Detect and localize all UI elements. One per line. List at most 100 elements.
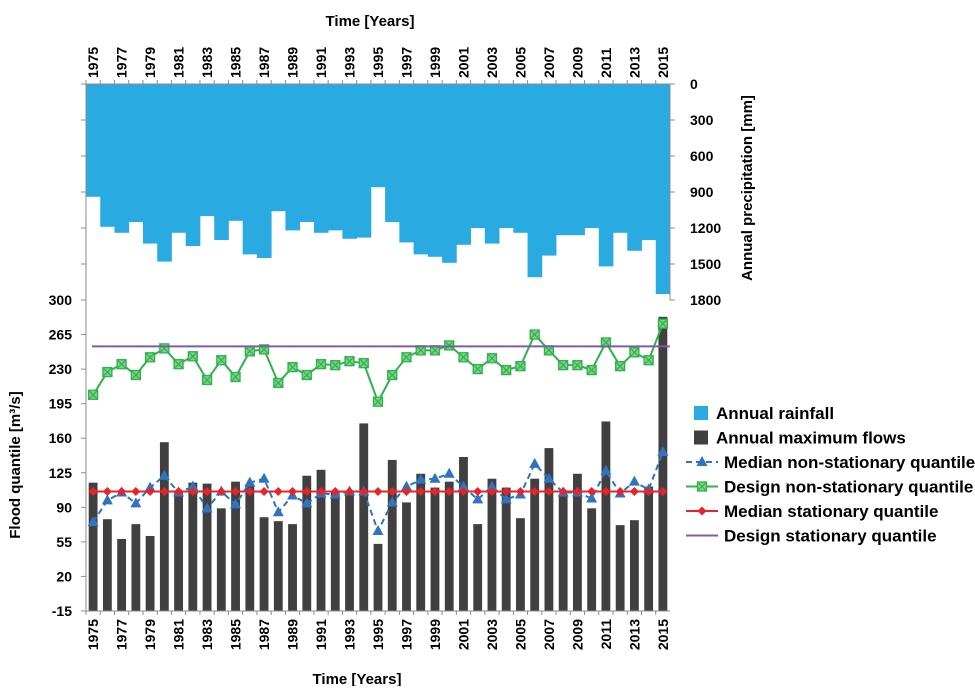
left-tick-label-20: 20 [56,568,72,584]
median-non-stationary-quantile-point-2004 [500,493,512,504]
flow-bar-1993 [345,491,354,611]
x-tick-label-bottom-1987: 1987 [256,619,272,650]
rainfall-bar-1990 [299,84,315,222]
x-tick-label-bottom-1999: 1999 [427,619,443,650]
design-non-stationary-quantile-point-2014 [643,355,654,366]
flow-bar-1991 [316,469,326,611]
design-non-stationary-quantile-point-1990-x2 [301,370,312,380]
design-non-stationary-quantile-point-1982-x2 [187,351,198,362]
flow-bar-1982 [188,482,198,611]
design-non-stationary-quantile-point-1978 [130,369,142,381]
design-non-stationary-quantile-point-1991-x2 [316,359,326,370]
median-non-stationary-quantile-point-1976 [101,494,113,505]
design-non-stationary-quantile-point-1984 [216,355,227,366]
design-non-stationary-quantile-point-1981-x2 [173,359,184,370]
design-non-stationary-quantile-point-1979-x2 [145,352,156,363]
flow-bar-2011 [601,421,611,611]
x-tick-label-top-1987: 1987 [256,47,272,78]
x-axis-title-top: Time [Years] [326,13,415,30]
flow-bar-1997 [402,502,411,611]
median-stationary-quantile-point-1978 [131,487,141,497]
design-non-stationary-quantile-point-1988-x2 [273,378,284,388]
design-non-stationary-quantile-point-2013-x2 [629,347,640,358]
median-stationary-quantile-point-1979 [145,487,155,497]
design-non-stationary-quantile-point-2015-x2 [657,318,668,329]
median-non-stationary-quantile-point-1983 [201,502,213,513]
design-non-stationary-quantile-point-1991 [315,359,327,370]
flow-bar-1981 [174,492,184,611]
rainfall-bar-2013 [627,84,642,251]
median-non-stationary-quantile-point-2007 [543,472,555,483]
design-non-stationary-quantile-point-1983 [201,374,213,386]
x-tick-label-top-1997: 1997 [398,47,414,78]
flow-bar-1988 [273,521,283,611]
median-stationary-quantile-point-2010 [587,487,597,497]
design-non-stationary-quantile-point-1975-x2 [88,389,99,400]
legend-swatch-annual-maximum-flows [694,430,708,445]
rainfall-bar-1985 [228,84,244,221]
right-tick-label-1800: 1800 [690,292,721,308]
flow-bar-2004 [501,487,511,611]
flow-bar-2006 [530,478,540,611]
median-stationary-quantile-point-1993 [345,487,355,497]
right-tick-label-300: 300 [690,112,714,128]
rainfall-bar-2007 [541,84,557,256]
x-tick-label-bottom-1981: 1981 [171,619,187,650]
right-tick-label-1500: 1500 [690,256,721,272]
design-non-stationary-quantile-point-2001-x2 [458,352,469,363]
median-non-stationary-quantile-point-1995 [372,525,384,536]
right-tick-label-1200: 1200 [690,220,721,236]
x-tick-label-top-2013: 2013 [626,47,642,78]
rainfall-bar-1997 [399,84,415,243]
median-stationary-quantile-point-1982 [188,487,198,497]
left-tick-label-90: 90 [56,499,72,515]
x-tick-label-top-2011: 2011 [598,47,614,78]
design-non-stationary-quantile-point-2015 [657,318,669,329]
design-non-stationary-quantile-point-1997 [401,352,412,363]
median-non-stationary-quantile-point-2015 [657,446,669,457]
flow-bar-1978 [131,524,141,611]
flow-bar-1977 [117,538,127,611]
design-non-stationary-quantile-point-2009 [572,360,583,371]
design-non-stationary-quantile-point-2013 [629,347,640,358]
median-stationary-quantile-point-1976 [102,487,112,497]
right-tick-label-0: 0 [690,76,698,92]
design-non-stationary-quantile-point-1992 [330,360,341,371]
median-stationary-quantile-point-1991 [316,487,326,497]
x-tick-label-bottom-1989: 1989 [285,619,301,650]
design-non-stationary-quantile-point-1983-x2 [202,375,212,385]
flow-bar-2010 [587,508,597,611]
flow-bar-1996 [387,459,397,611]
x-tick-label-bottom-1995: 1995 [370,619,386,650]
flow-bar-1985 [231,481,240,611]
median-non-stationary-quantile-point-2000 [443,467,455,478]
rainfall-bar-1996 [385,84,400,222]
median-non-stationary-quantile-point-1997 [400,480,412,491]
rainfall-bar-2003 [484,84,500,244]
median-non-stationary-quantile-point-2013 [628,475,640,486]
x-tick-label-top-1985: 1985 [228,47,244,78]
design-non-stationary-quantile-point-1988 [273,377,284,389]
x-tick-label-top-2001: 2001 [455,47,471,78]
design-non-stationary-quantile-point-1995 [372,396,384,407]
x-tick-label-top-2015: 2015 [655,47,671,78]
design-non-stationary-quantile-point-1997-x2 [401,352,412,363]
median-stationary-quantile-point-1987 [259,487,269,497]
design-non-stationary-quantile-point-1976-x2 [102,367,113,377]
left-tick-label-230: 230 [49,361,73,377]
design-non-stationary-quantile-point-1986-x2 [244,346,255,357]
design-non-stationary-quantile-point-1994 [358,358,369,369]
median-non-stationary-quantile-point-1987 [258,472,270,483]
median-stationary-quantile-point-2002 [473,487,483,497]
x-tick-label-top-2003: 2003 [484,47,500,78]
x-axis-title-bottom: Time [Years] [313,671,402,686]
x-tick-label-top-1983: 1983 [199,47,215,78]
design-non-stationary-quantile-point-1989-x2 [287,362,298,373]
legend-label-annual-rainfall: Annual rainfall [716,404,834,423]
x-tick-label-bottom-1991: 1991 [313,619,329,650]
design-non-stationary-quantile-point-2005 [515,360,526,372]
rainfall-bar-1978 [128,84,144,222]
rainfall-bar-1998 [413,84,429,255]
right-tick-label-600: 600 [690,148,714,164]
median-stationary-quantile-point-2005 [515,487,525,497]
